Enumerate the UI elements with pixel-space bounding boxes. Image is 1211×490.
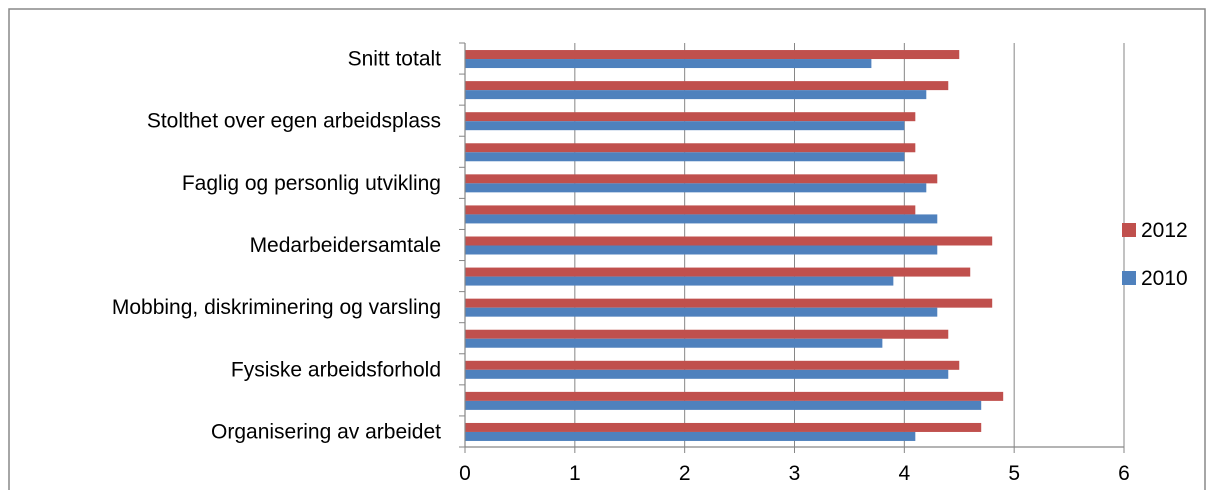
category-label: Organisering av arbeidet <box>211 420 441 443</box>
category-label: Mobbing, diskriminering og varsling <box>112 296 441 319</box>
bar-2012 <box>465 174 938 184</box>
category-label: Medarbeidersamtale <box>250 234 441 257</box>
x-tick-label: 4 <box>898 462 910 485</box>
legend: 2012 2010 <box>1122 219 1188 290</box>
bar-2010 <box>465 183 927 193</box>
category-labels: Snitt totalt Stolthet over egen arbeidspl… <box>112 48 441 444</box>
legend-swatch-2010 <box>1122 271 1136 285</box>
bar-2010 <box>465 431 916 441</box>
legend-swatch-2012 <box>1122 223 1136 237</box>
bar-2010 <box>465 214 938 224</box>
bar-2010 <box>465 245 938 255</box>
bar-2010 <box>465 59 872 69</box>
bar-2012 <box>465 329 949 339</box>
category-label: Stolthet over egen arbeidsplass <box>147 110 441 133</box>
bar-2010 <box>465 121 905 131</box>
bar-2010 <box>465 307 938 317</box>
bar-2010 <box>465 338 883 348</box>
bar-2012 <box>465 143 916 153</box>
axes <box>459 42 1125 453</box>
category-label: Fysiske arbeidsforhold <box>231 358 441 381</box>
x-tick-label: 2 <box>679 462 691 485</box>
bar-2010 <box>465 400 982 410</box>
bar-2012 <box>465 236 993 246</box>
bar-2010 <box>465 276 894 286</box>
bar-2012 <box>465 112 916 122</box>
legend-label-2010: 2010 <box>1141 267 1188 290</box>
category-label: Faglig og personlig utvikling <box>182 172 441 195</box>
bar-2012 <box>465 360 960 370</box>
bar-2012 <box>465 205 916 215</box>
bar-2010 <box>465 90 927 100</box>
x-tick-label: 6 <box>1118 462 1130 485</box>
bar-2010 <box>465 152 905 162</box>
x-tick-label: 3 <box>789 462 801 485</box>
bar-2012 <box>465 50 960 60</box>
x-tick-label: 1 <box>569 462 581 485</box>
bar-2012 <box>465 267 971 277</box>
x-tick-label: 5 <box>1008 462 1020 485</box>
category-label: Snitt totalt <box>348 48 442 71</box>
legend-label-2012: 2012 <box>1141 219 1188 242</box>
x-tick-labels: 0 1 2 3 4 5 6 <box>459 462 1130 485</box>
x-tick-label: 0 <box>459 462 471 485</box>
bar-2012 <box>465 391 1004 401</box>
bar-2010 <box>465 369 949 379</box>
bar-2012 <box>465 422 982 432</box>
bar-2012 <box>465 298 993 308</box>
bar-2012 <box>465 81 949 91</box>
bars <box>465 50 1004 441</box>
